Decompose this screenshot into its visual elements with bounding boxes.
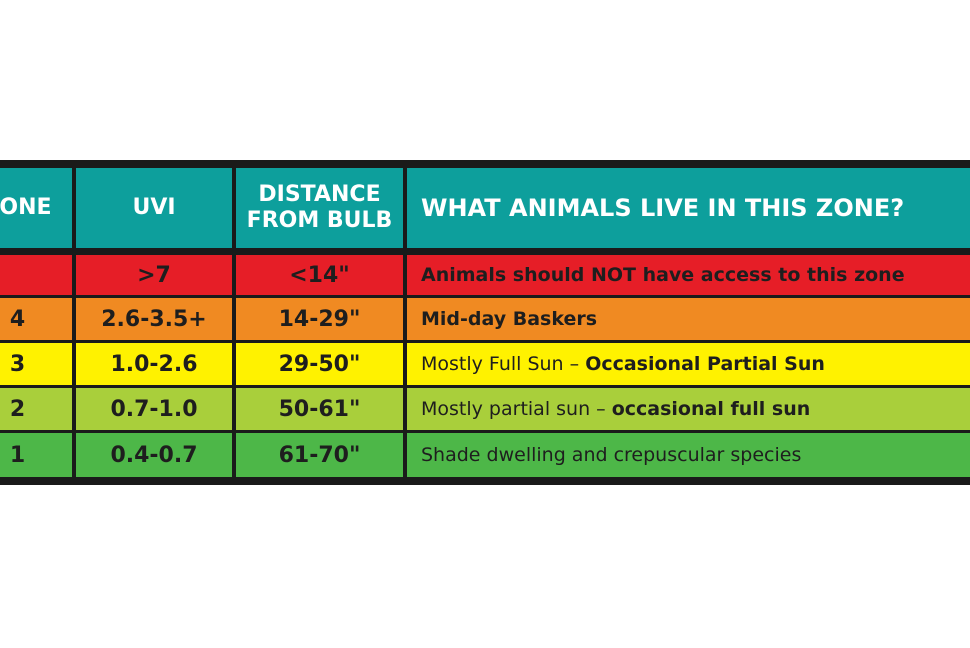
uvi-zone-table: ZONE UVI DISTANCE FROM BULB WHAT ANIMALS… xyxy=(0,160,970,485)
zone-cell: 4 xyxy=(0,298,72,340)
desc-bold: Occasional Partial Sun xyxy=(585,353,825,375)
desc-plain: Mostly Full Sun – xyxy=(421,353,586,375)
description-cell: Mostly partial sun – occasional full sun xyxy=(407,388,970,430)
distance-cell: 29-50" xyxy=(236,343,403,385)
desc-bold: occasional full sun xyxy=(611,398,811,420)
uvi-cell: >7 xyxy=(76,255,232,295)
uvi-cell: 0.4-0.7 xyxy=(76,433,232,477)
uvi-cell: 2.6-3.5+ xyxy=(76,298,232,340)
distance-cell: 14-29" xyxy=(236,298,403,340)
desc-plain: Shade dwelling and crepuscular species xyxy=(421,444,802,466)
uvi-cell: 0.7-1.0 xyxy=(76,388,232,430)
header-distance: DISTANCE FROM BULB xyxy=(236,168,403,248)
zone-cell: 3 xyxy=(0,343,72,385)
zone-cell: 1 xyxy=(0,433,72,477)
desc-bold: Animals should NOT have access to this z… xyxy=(421,264,905,286)
header-distance-line1: DISTANCE xyxy=(258,182,381,207)
description-cell: Animals should NOT have access to this z… xyxy=(407,255,970,295)
distance-cell: 61-70" xyxy=(236,433,403,477)
description-cell: Shade dwelling and crepuscular species xyxy=(407,433,970,477)
zone-cell: 2 xyxy=(0,388,72,430)
distance-cell: <14" xyxy=(236,255,403,295)
desc-plain: Mostly partial sun – xyxy=(421,398,612,420)
description-cell: Mid-day Baskers xyxy=(407,298,970,340)
header-animals: WHAT ANIMALS LIVE IN THIS ZONE? xyxy=(407,168,970,248)
zone-cell xyxy=(0,255,72,295)
description-cell: Mostly Full Sun – Occasional Partial Sun xyxy=(407,343,970,385)
header-distance-line2: FROM BULB xyxy=(246,208,393,233)
header-zone: ZONE xyxy=(0,168,72,248)
desc-bold: Mid-day Baskers xyxy=(421,308,598,330)
uvi-cell: 1.0-2.6 xyxy=(76,343,232,385)
distance-cell: 50-61" xyxy=(236,388,403,430)
header-uvi: UVI xyxy=(76,168,232,248)
